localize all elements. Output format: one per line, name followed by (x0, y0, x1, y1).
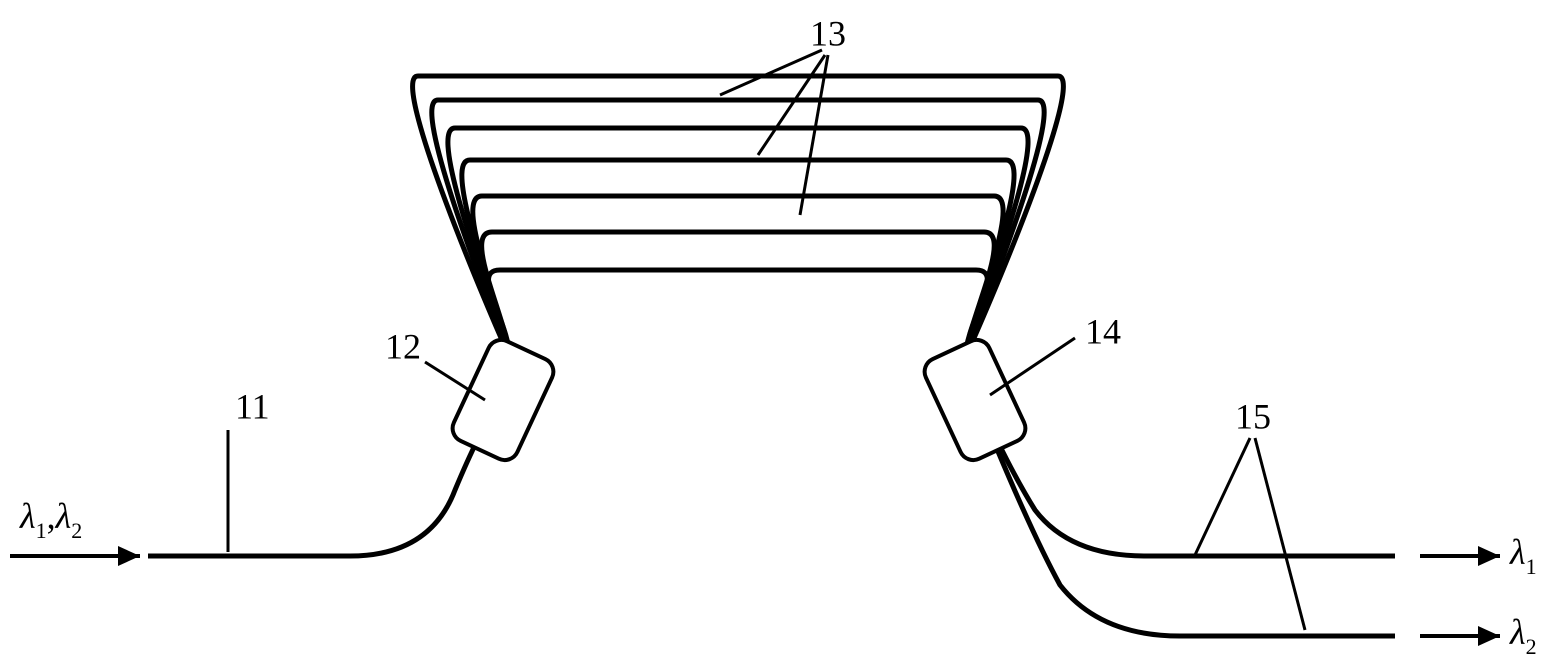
diagram-canvas: λ1,λ2 λ1 λ2 11 12 13 14 15 (0, 0, 1542, 671)
input-label: λ1,λ2 (19, 496, 82, 542)
arc-waveguide (482, 232, 995, 358)
arc-waveguide (473, 196, 1003, 358)
leader-15 (1195, 438, 1250, 555)
arc-waveguide (432, 100, 1044, 358)
output-label-1: λ1 (1509, 532, 1537, 578)
arc-waveguide (462, 160, 1014, 358)
output-arrow-1 (1420, 546, 1500, 566)
leader-13 (758, 55, 825, 155)
label-11: 11 (235, 386, 270, 426)
leader-14 (990, 338, 1075, 395)
input-waveguide (148, 404, 498, 556)
label-13: 13 (810, 13, 846, 53)
output-waveguide-lower (985, 420, 1395, 636)
leader-15 (1255, 438, 1305, 630)
output-arrow-2 (1420, 626, 1500, 646)
label-14: 14 (1085, 311, 1121, 351)
label-12: 12 (385, 326, 421, 366)
input-arrow (10, 546, 140, 566)
left-coupler (448, 335, 558, 464)
leader-13 (800, 55, 828, 215)
right-coupler (920, 335, 1030, 464)
label-15: 15 (1235, 396, 1271, 436)
output-waveguide-upper (980, 404, 1395, 556)
arc-waveguide (489, 270, 988, 358)
leader-13 (720, 50, 822, 95)
arc-waveguide (413, 76, 1064, 358)
output-label-2: λ2 (1509, 612, 1537, 658)
